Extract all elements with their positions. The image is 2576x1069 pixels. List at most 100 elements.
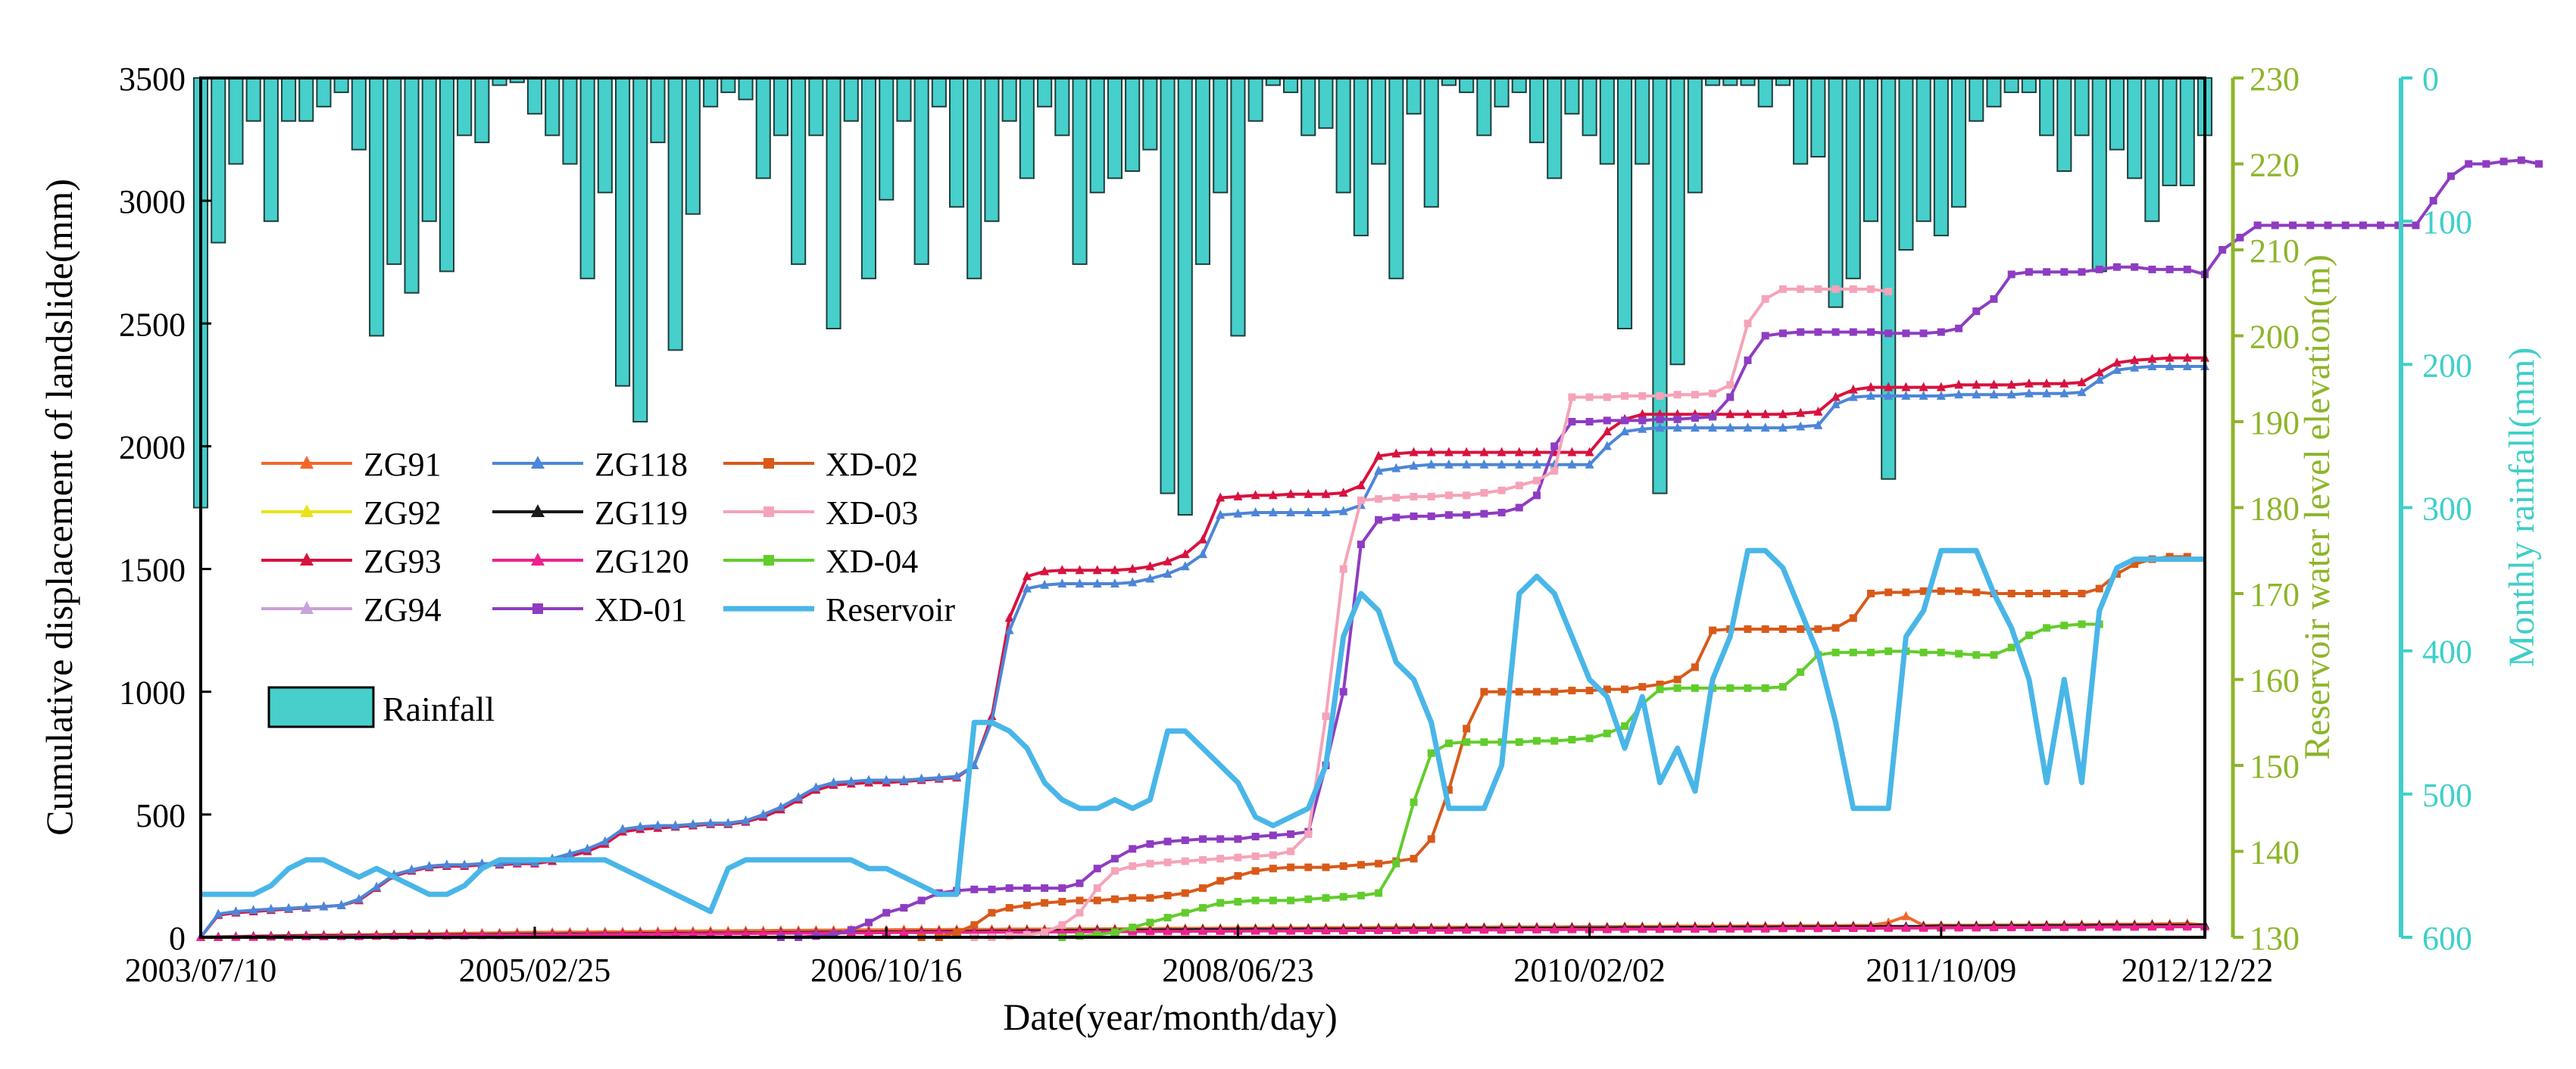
series-point [1410, 492, 1418, 500]
rainfall-bar [1582, 77, 1597, 136]
series-xd-02 [917, 553, 2191, 941]
series-point [1901, 382, 1911, 391]
rainfall-bar [1687, 77, 1703, 194]
series-point [1919, 648, 1928, 656]
series-point [988, 908, 996, 917]
y-rainfall-tick-label: 100 [2422, 204, 2472, 241]
series-point [248, 905, 258, 915]
series-point [1533, 491, 1541, 500]
series-point [1831, 399, 1841, 409]
series-point [1233, 508, 1243, 518]
series-point [706, 928, 716, 938]
legend-label: ZG92 [364, 494, 442, 531]
series-point [1656, 681, 1664, 688]
rainfall-bar [281, 77, 297, 122]
series-point [1286, 925, 1296, 935]
series-point [864, 927, 873, 937]
series-point [1321, 925, 1331, 935]
series-point [266, 903, 276, 913]
rainfall-bar [826, 77, 841, 329]
rainfall-bar [245, 77, 261, 122]
series-point [460, 859, 470, 869]
legend-label: ZG118 [595, 446, 688, 483]
series-point [1497, 509, 1506, 516]
series-point [2112, 357, 2122, 367]
rainfall-bar [1335, 77, 1351, 194]
legend-label: XD-04 [826, 543, 918, 580]
x-axis-label: Date(year/month/day) [1003, 996, 1337, 1038]
series-point [882, 908, 891, 917]
rainfall-bar [526, 77, 543, 115]
series-point [2042, 921, 2052, 931]
legend: Rainfall ZG91 ZG118 XD-02 ZG92 ZG119 XD-03 ZG9… [261, 446, 955, 728]
series-point [1023, 884, 1031, 893]
series-point [1831, 624, 1840, 632]
series-point [1251, 852, 1260, 860]
rainfall-bar [1933, 77, 1949, 237]
series-point [635, 821, 645, 831]
y-left-tick-label: 2500 [119, 306, 186, 343]
series-point [2131, 263, 2139, 271]
series-point [2042, 378, 2052, 388]
series-point [1058, 898, 1066, 905]
series-point [1180, 561, 1190, 571]
series-point [565, 848, 575, 858]
series-point [1357, 861, 1365, 869]
series-point [653, 820, 663, 830]
series-point [2183, 265, 2191, 273]
series-point [1286, 507, 1296, 516]
series-point [1919, 587, 1928, 595]
rainfall-bar [1423, 77, 1439, 208]
rainfall-bar [984, 77, 1000, 223]
series-xd-04 [1058, 620, 2103, 941]
series-point [1515, 738, 1523, 746]
series-point [2078, 620, 2086, 628]
series-point [1901, 922, 1911, 932]
x-tick-label: 2008/06/23 [1162, 952, 1313, 989]
series-point [1796, 407, 1806, 417]
series-point [1866, 391, 1875, 400]
series-point [1955, 324, 1963, 332]
series-point [1919, 382, 1928, 391]
series-point [1338, 506, 1348, 516]
rainfall-bar [1494, 77, 1510, 108]
plot-frame [199, 76, 2206, 939]
series-point [336, 899, 346, 909]
series-point [2271, 221, 2279, 229]
series-point [214, 908, 223, 918]
series-point [1497, 459, 1507, 469]
rainfall-bar [298, 77, 314, 122]
series-point [1761, 295, 1769, 303]
rainfall-bar [843, 77, 859, 122]
series-point [1356, 480, 1366, 490]
series-point [1867, 648, 1875, 656]
series-point [1972, 389, 1981, 399]
series-point [1129, 845, 1137, 853]
rainfall-bar [913, 77, 929, 265]
series-point [1357, 541, 1365, 549]
series-point [1515, 687, 1523, 696]
rainfall-bar [896, 77, 912, 122]
y-rainfall-tick-label: 0 [2422, 61, 2439, 98]
series-point [1426, 447, 1436, 457]
series-point [1093, 896, 1101, 905]
series-point [1550, 924, 1560, 933]
series-point [2165, 352, 2175, 362]
series-point [1655, 924, 1665, 933]
series-point [424, 861, 434, 870]
y-reservoir-tick-label: 190 [2250, 404, 2300, 441]
series-point [1128, 563, 1138, 573]
series-point [1954, 922, 1964, 932]
series-point [1163, 859, 1172, 867]
series-point [970, 921, 979, 929]
rainfall-bar [966, 77, 982, 279]
rainfall-bar [1669, 77, 1685, 366]
y-reservoir-tick-label: 220 [2250, 147, 2300, 184]
series-point [1129, 924, 1137, 931]
series-point [1797, 668, 1805, 676]
series-point [1041, 884, 1049, 893]
series-point [1848, 923, 1858, 932]
y-axis-left-label: Cumulative displacement of landslide(mm) [38, 179, 80, 836]
series-point [1057, 565, 1067, 575]
series-point [1831, 923, 1841, 932]
